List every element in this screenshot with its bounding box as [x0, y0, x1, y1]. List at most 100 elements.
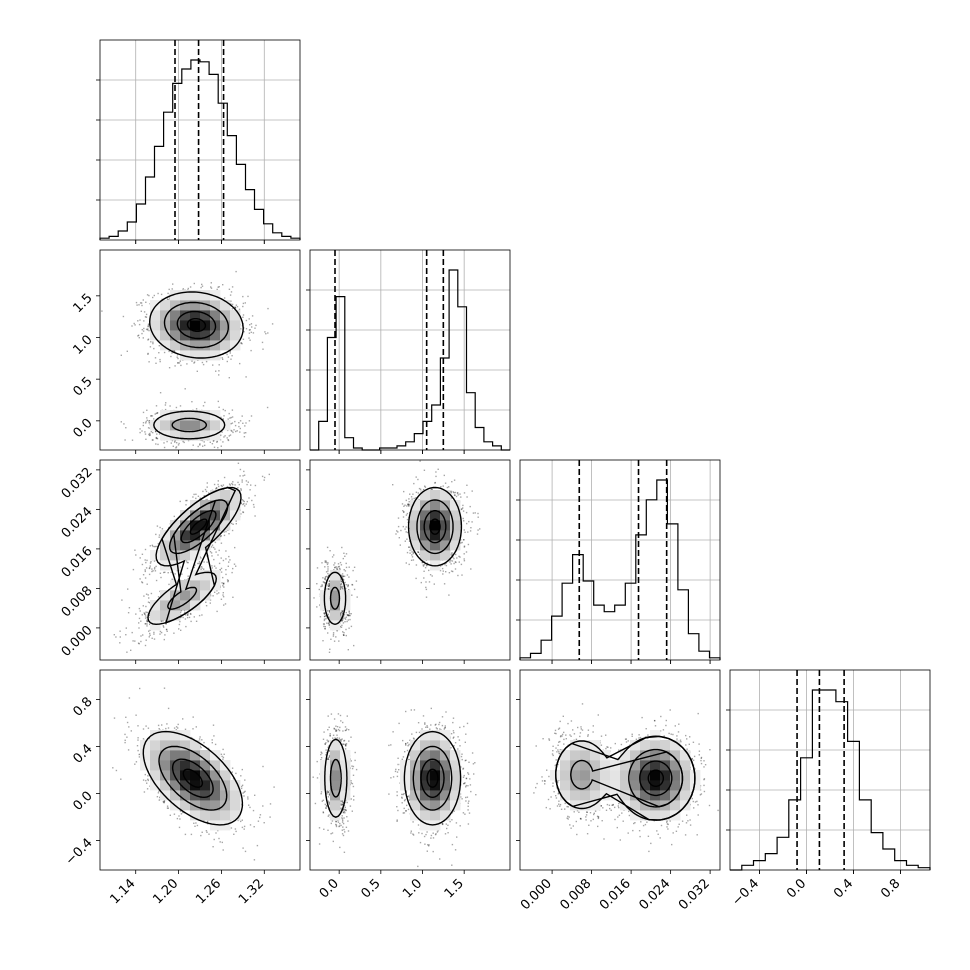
scatter-point	[248, 497, 250, 499]
scatter-point	[135, 613, 137, 615]
density-cell	[180, 320, 191, 331]
scatter-point	[415, 491, 418, 493]
scatter-point	[166, 440, 168, 443]
scatter-point	[435, 471, 437, 473]
scatter-point	[164, 408, 167, 411]
scatter-point	[165, 628, 168, 631]
scatter-point	[149, 565, 151, 567]
scatter-point	[249, 339, 251, 341]
density-cell	[220, 490, 231, 501]
scatter-point	[119, 636, 121, 638]
scatter-point	[227, 439, 229, 441]
scatter-point	[189, 286, 192, 288]
scatter-point	[197, 562, 199, 565]
scatter-point	[233, 563, 236, 565]
scatter-point	[232, 431, 234, 434]
scatter-point	[456, 557, 458, 559]
scatter-point	[403, 490, 405, 493]
scatter-point	[148, 434, 151, 437]
scatter-point	[328, 617, 330, 619]
scatter-point	[451, 481, 453, 483]
scatter-point	[185, 499, 187, 502]
scatter-point	[455, 495, 458, 498]
scatter-point	[125, 627, 127, 629]
scatter-point	[149, 545, 151, 547]
scatter-point	[407, 503, 410, 506]
scatter-point	[222, 592, 224, 594]
scatter-point	[229, 350, 231, 353]
scatter-point	[327, 622, 330, 625]
scatter-point	[212, 440, 215, 442]
scatter-point	[225, 573, 227, 576]
scatter-point	[143, 612, 145, 614]
scatter-point	[201, 614, 203, 616]
scatter-point	[147, 325, 149, 327]
density-cell	[150, 620, 161, 631]
scatter-point	[180, 629, 182, 631]
scatter-point	[138, 622, 140, 624]
scatter-point	[125, 427, 127, 429]
scatter-point	[153, 631, 155, 634]
scatter-point	[140, 302, 143, 304]
density-cell	[150, 420, 161, 431]
scatter-point	[406, 512, 409, 515]
scatter-point	[422, 565, 425, 567]
density-cell	[210, 490, 221, 501]
scatter-point	[164, 404, 167, 406]
scatter-point	[150, 415, 152, 417]
scatter-point	[174, 441, 176, 443]
scatter-point	[240, 489, 242, 491]
scatter-point	[327, 570, 329, 572]
scatter-point	[342, 575, 344, 577]
scatter-point	[334, 562, 336, 564]
scatter-point	[217, 483, 219, 486]
density-cell	[210, 520, 221, 531]
scatter-point	[327, 588, 330, 590]
scatter-point	[407, 503, 409, 505]
scatter-point	[153, 568, 156, 570]
scatter-point	[184, 611, 186, 613]
scatter-point	[194, 564, 196, 566]
scatter-point	[453, 492, 455, 494]
scatter-point	[160, 620, 163, 623]
scatter-point	[148, 630, 150, 632]
density-cell	[170, 410, 181, 421]
scatter-point	[234, 306, 236, 308]
density-cell	[200, 350, 211, 361]
scatter-point	[479, 528, 481, 530]
scatter-point	[342, 575, 345, 578]
scatter-point	[261, 341, 264, 344]
scatter-point	[155, 405, 158, 407]
scatter-point	[158, 352, 160, 354]
scatter-point	[148, 597, 150, 599]
scatter-point	[403, 505, 405, 507]
scatter-point	[142, 424, 144, 427]
scatter-point	[242, 475, 244, 477]
scatter-point	[230, 300, 232, 302]
scatter-point	[145, 420, 147, 423]
scatter-point	[168, 297, 171, 299]
scatter-point	[120, 421, 122, 423]
scatter-point	[152, 296, 154, 299]
density-cell	[200, 590, 211, 601]
scatter-point	[459, 493, 461, 495]
scatter-point	[199, 444, 201, 446]
scatter-point	[144, 617, 147, 619]
scatter-point	[159, 630, 162, 633]
scatter-point	[400, 529, 402, 532]
scatter-point	[417, 478, 419, 481]
scatter-point	[344, 617, 346, 619]
scatter-point	[341, 573, 344, 575]
scatter-point	[245, 480, 248, 482]
density-cell	[170, 430, 181, 441]
scatter-point	[353, 588, 356, 591]
density-cell	[160, 300, 171, 311]
scatter-point	[234, 546, 236, 549]
scatter-point	[239, 362, 241, 365]
scatter-point	[166, 630, 168, 632]
scatter-point	[468, 520, 470, 523]
scatter-point	[465, 511, 468, 514]
scatter-point	[187, 561, 189, 564]
scatter-point	[175, 447, 177, 449]
scatter-point	[155, 443, 157, 445]
